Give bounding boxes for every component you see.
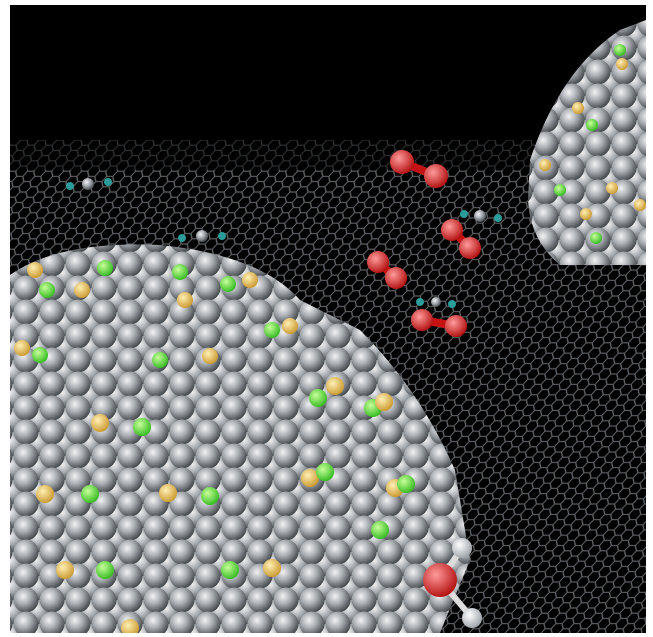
dopants [14, 44, 646, 633]
cluster-left [10, 244, 470, 633]
render [10, 5, 646, 633]
oxygen-molecules [367, 150, 481, 337]
cluster-right [528, 20, 646, 265]
small-molecules [66, 178, 502, 308]
water-molecule [423, 538, 482, 628]
